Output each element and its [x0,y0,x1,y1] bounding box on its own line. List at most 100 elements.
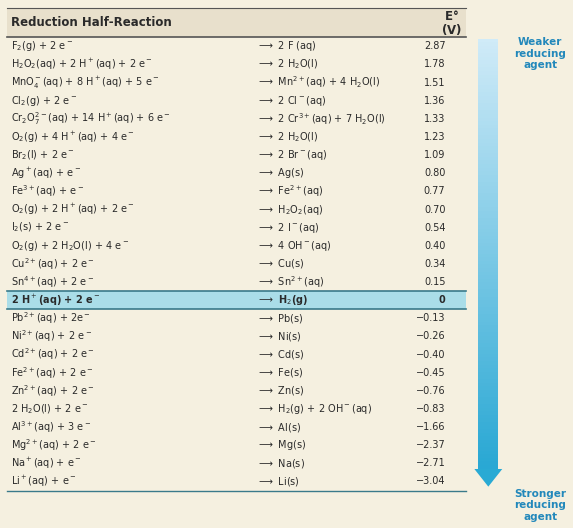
Bar [478,458,499,462]
Text: $\longrightarrow$ Zn(s): $\longrightarrow$ Zn(s) [257,384,305,398]
Bar [7,8,466,37]
Bar [478,397,499,401]
Text: $\longrightarrow$ Mn$^{2+}$(aq) + 4 H$_2$O(l): $\longrightarrow$ Mn$^{2+}$(aq) + 4 H$_2… [257,74,380,90]
Bar [478,286,499,290]
Bar [478,86,499,89]
Bar [478,139,499,143]
Text: Fe$^{3+}$(aq) + e$^-$: Fe$^{3+}$(aq) + e$^-$ [11,183,84,199]
Bar [478,386,499,390]
Bar [478,247,499,250]
Bar [478,465,499,469]
Text: −0.45: −0.45 [416,367,445,378]
Bar [478,171,499,175]
Bar [478,128,499,133]
Bar [478,53,499,57]
Text: $\longrightarrow$ 2 Br$^-$(aq): $\longrightarrow$ 2 Br$^-$(aq) [257,148,328,162]
Text: 0: 0 [439,295,445,305]
Text: $\longrightarrow$ Cd(s): $\longrightarrow$ Cd(s) [257,348,305,361]
Bar [478,168,499,172]
Bar [478,107,499,111]
Text: 1.33: 1.33 [424,114,445,124]
Text: $\longrightarrow$ Cu(s): $\longrightarrow$ Cu(s) [257,258,305,270]
Text: −0.26: −0.26 [416,332,445,342]
Bar [478,96,499,100]
Bar [478,275,499,279]
Bar [478,74,499,79]
Bar [478,415,499,419]
Bar [478,343,499,347]
Text: $\mathbf{E°}$: $\mathbf{E°}$ [444,9,458,23]
Bar [478,350,499,354]
Text: 0.80: 0.80 [424,168,445,178]
Text: 1.51: 1.51 [424,78,445,88]
Bar [478,357,499,362]
Bar [478,297,499,300]
Text: MnO$_4^-$(aq) + 8 H$^+$(aq) + 5 e$^-$: MnO$_4^-$(aq) + 8 H$^+$(aq) + 5 e$^-$ [11,74,159,91]
Bar [478,71,499,75]
Bar [478,333,499,336]
Bar [478,60,499,64]
Text: I$_2$(s) + 2 e$^-$: I$_2$(s) + 2 e$^-$ [11,221,69,234]
Bar [478,307,499,312]
Bar [478,271,499,276]
Text: O$_2$(g) + 4 H$^+$(aq) + 4 e$^-$: O$_2$(g) + 4 H$^+$(aq) + 4 e$^-$ [11,129,135,145]
Text: 0.70: 0.70 [424,204,445,214]
Bar [478,311,499,315]
Text: 0.15: 0.15 [424,277,445,287]
Bar [478,268,499,272]
Bar [478,304,499,308]
Bar [478,347,499,351]
Bar [478,243,499,247]
Bar [478,229,499,233]
Bar [478,232,499,236]
Text: 0.40: 0.40 [424,241,445,251]
Bar [478,315,499,318]
Bar [478,196,499,201]
Bar [478,390,499,394]
Bar [478,68,499,71]
Text: 2 H$_2$O(l) + 2 e$^-$: 2 H$_2$O(l) + 2 e$^-$ [11,402,88,416]
Bar [478,218,499,222]
Bar [478,157,499,161]
Bar [478,400,499,404]
Text: $\longrightarrow$ 2 Cr$^{3+}$(aq) + 7 H$_2$O(l): $\longrightarrow$ 2 Cr$^{3+}$(aq) + 7 H$… [257,111,386,127]
Bar [478,100,499,103]
Bar [478,250,499,254]
Text: 0.77: 0.77 [424,186,445,196]
Bar [478,235,499,240]
Text: $\longrightarrow$ Fe$^{2+}$(aq): $\longrightarrow$ Fe$^{2+}$(aq) [257,183,324,199]
Text: 1.36: 1.36 [424,96,445,106]
Text: Cl$_2$(g) + 2 e$^-$: Cl$_2$(g) + 2 e$^-$ [11,93,77,108]
Bar [478,265,499,268]
Text: 1.09: 1.09 [424,150,445,160]
Text: $\longrightarrow$ Ag(s): $\longrightarrow$ Ag(s) [257,166,305,180]
Text: $\longrightarrow$ H$_2$(g): $\longrightarrow$ H$_2$(g) [257,293,308,307]
Text: Ag$^+$(aq) + e$^-$: Ag$^+$(aq) + e$^-$ [11,166,81,181]
Text: $\longrightarrow$ 2 H$_2$O(l): $\longrightarrow$ 2 H$_2$O(l) [257,130,319,144]
Text: H$_2$O$_2$(aq) + 2 H$^+$(aq) + 2 e$^-$: H$_2$O$_2$(aq) + 2 H$^+$(aq) + 2 e$^-$ [11,57,153,72]
Bar [478,426,499,430]
Bar [478,150,499,154]
Bar [478,422,499,426]
Bar [478,110,499,115]
Bar [478,279,499,283]
Bar [478,200,499,204]
Text: F$_2$(g) + 2 e$^-$: F$_2$(g) + 2 e$^-$ [11,39,73,53]
Text: $\longrightarrow$ H$_2$(g) + 2 OH$^-$(aq): $\longrightarrow$ H$_2$(g) + 2 OH$^-$(aq… [257,402,372,416]
Bar [478,193,499,197]
Bar [478,164,499,168]
Bar [478,404,499,408]
Text: O$_2$(g) + 2 H$_2$O(l) + 4 e$^-$: O$_2$(g) + 2 H$_2$O(l) + 4 e$^-$ [11,239,129,253]
Text: −0.13: −0.13 [416,313,445,323]
Text: $\longrightarrow$ 2 F (aq): $\longrightarrow$ 2 F (aq) [257,39,317,53]
Bar [478,178,499,183]
Text: −2.37: −2.37 [415,440,445,450]
Text: $\longrightarrow$ Fe(s): $\longrightarrow$ Fe(s) [257,366,303,379]
Text: Pb$^{2+}$(aq) + 2e$^-$: Pb$^{2+}$(aq) + 2e$^-$ [11,310,91,326]
Bar [478,432,499,437]
Text: 1.78: 1.78 [424,60,445,70]
Text: −0.76: −0.76 [416,386,445,396]
Bar [478,375,499,380]
Bar [478,365,499,369]
Text: 0.54: 0.54 [424,223,445,233]
